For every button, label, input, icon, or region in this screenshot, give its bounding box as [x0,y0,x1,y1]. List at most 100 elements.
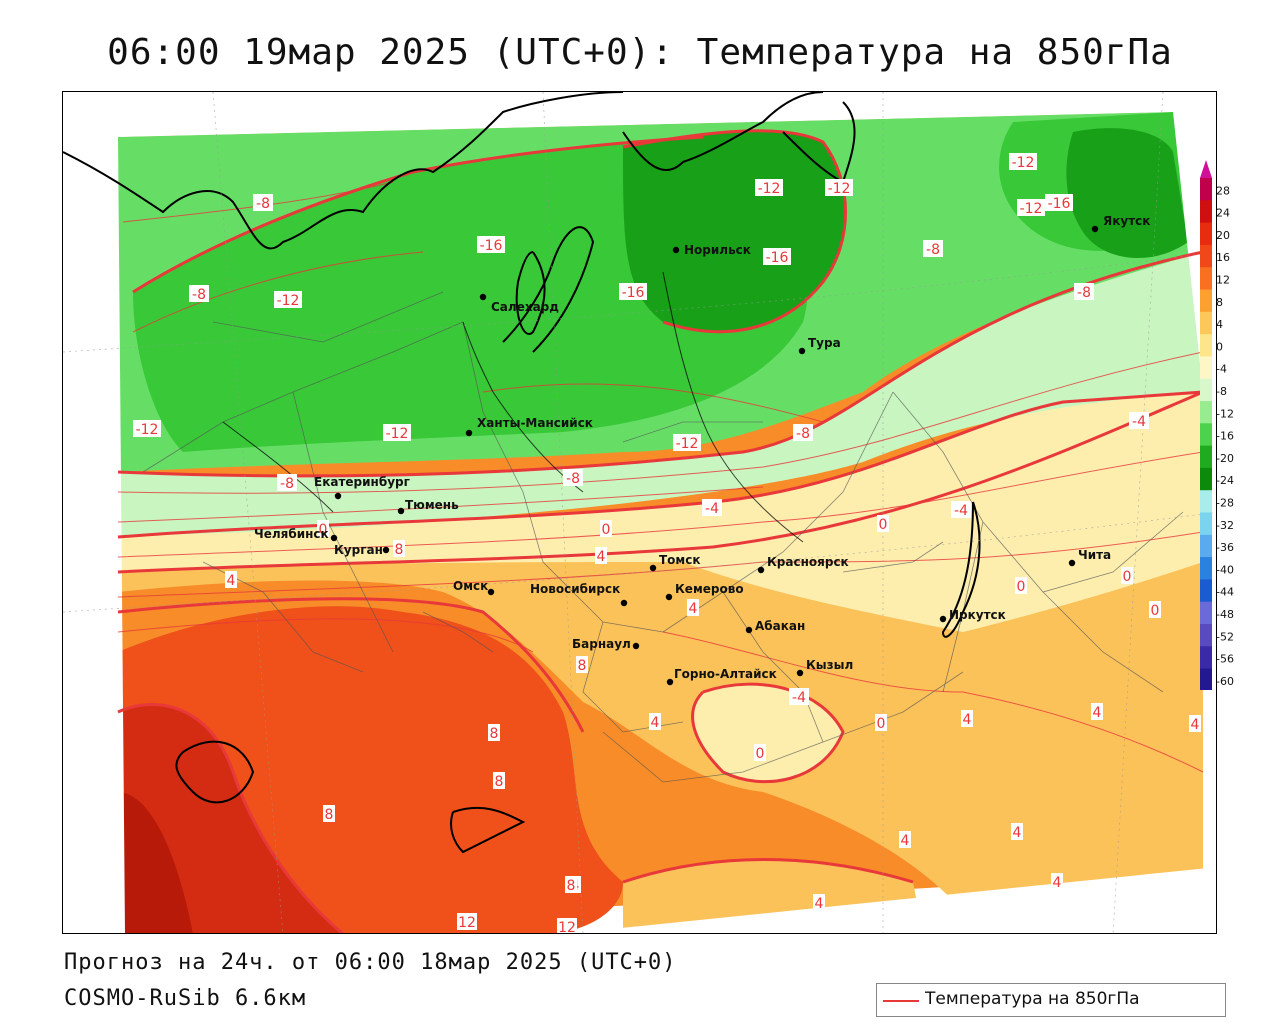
scale-tick-label: 16 [1216,251,1230,264]
contour-label-bg [565,876,577,893]
contour-label: 4 [651,715,660,731]
scale-block [1200,601,1212,625]
contour-label: -8 [566,471,580,487]
contour-label-bg [825,179,853,196]
contour-label-bg [225,571,237,588]
scale-tick-label: 8 [1216,296,1223,309]
city-dot [1091,225,1099,233]
contour-label: 0 [1017,579,1026,595]
scale-tick-label: -4 [1216,363,1227,376]
contour-label-bg [1189,715,1201,732]
contour-label: -12 [1020,201,1043,217]
contour-label-bg [1045,194,1073,211]
contour-label: 4 [815,896,824,912]
color-scale-blocks [1200,160,1212,690]
city-label: Норильск [684,243,751,257]
scale-block [1200,356,1212,380]
contour-label-bg [793,424,813,441]
contour-label: -12 [136,422,159,438]
scale-tick-label: 12 [1216,274,1230,287]
scale-tick-label: -48 [1216,608,1234,621]
contour-label-bg [133,420,161,437]
model-name: COSMO-RuSib 6.6км [64,986,307,1011]
contour-label-bg [1015,577,1027,594]
city-dot [632,642,640,650]
contour-label-bg [1011,823,1023,840]
scale-tick-label: -16 [1216,430,1234,443]
contour-label-bg [1051,873,1063,890]
city-label: Якутск [1103,214,1150,228]
field-minus-20 [623,130,846,332]
city-label: Ханты-Мансийск [477,416,593,430]
city-label: Кызыл [806,658,853,672]
city-dot [672,246,680,254]
contour-label: -12 [1012,155,1035,171]
contour-label: 0 [879,517,888,533]
contour-label: 0 [1123,569,1132,585]
contour-label-bg [253,194,273,211]
contour-label: -16 [766,250,789,266]
scale-tick-label: -8 [1216,385,1227,398]
temperature-fields [63,92,1216,933]
outside-domain-north [118,92,1216,137]
scale-block [1200,178,1212,201]
field-minus-20-ne [1066,128,1188,259]
contour-label: -12 [277,293,300,309]
contour-label: -8 [926,242,940,258]
city-dot [487,588,495,596]
contour-label-bg [1129,412,1149,429]
contour-label: -12 [758,181,781,197]
scale-tick-label: 24 [1216,207,1230,220]
contour-label-bg [457,913,477,930]
contour-label-bg [1074,283,1094,300]
city-dot [757,566,765,574]
scale-tick-label: 4 [1216,318,1223,331]
city-label: Екатеринбург [314,475,410,489]
contour-label-bg [875,714,887,731]
city-dot [334,492,342,500]
scale-block [1200,668,1212,690]
contour-label-bg [477,236,505,253]
contour-label: 0 [602,522,611,538]
contour-label-bg [576,656,588,673]
contour-label: 12 [458,915,476,931]
contour-label: 0 [1151,603,1160,619]
contour-label: 0 [319,522,328,538]
contour-label: -12 [386,426,409,442]
contour-label-bg [557,918,577,933]
contour-label: 8 [325,807,334,823]
contour-label-bg [923,240,943,257]
city-dot [397,507,405,515]
scale-block [1200,490,1212,513]
city-label: Тура [808,336,841,350]
contour-label-bg [763,248,791,265]
contour-label-bg [755,179,783,196]
city-label: Чита [1078,548,1111,562]
contour-label: 4 [1093,705,1102,721]
contour-label-bg [813,894,825,911]
city-dot [796,669,804,677]
contour-labels: -8 -8 -12 -16 -12 -12 -16 -16 -12 -12 -16 -8 -8 -12 -1… [133,153,1201,933]
field-minus-8 [118,252,1203,537]
contour-label-bg [1017,199,1045,216]
contour-label-bg [1009,153,1037,170]
contour-label-bg [702,499,722,516]
contour-label-bg [754,744,766,761]
contour-label-bg [383,424,411,441]
contour-label-bg [563,469,583,486]
color-scale: 28 24 20 16 12 8 4 0 -4 -8 -12 -16 -20 -24 -28 -32 -36 -4… [1200,160,1234,690]
scale-block [1200,289,1212,313]
contour-label: 8 [567,878,576,894]
city-dot [620,599,628,607]
major-contours [117,129,1204,933]
field-minus-4 [118,392,1203,632]
scale-block [1200,557,1212,580]
contour-label: 8 [578,658,587,674]
contour-label-bg [877,515,889,532]
contour-label: -8 [1077,285,1091,301]
contour-label-bg [961,710,973,727]
contour-label-bg [274,291,302,308]
contour-label-bg [1121,567,1133,584]
city-dot [665,593,673,601]
contour-label: 4 [227,573,236,589]
